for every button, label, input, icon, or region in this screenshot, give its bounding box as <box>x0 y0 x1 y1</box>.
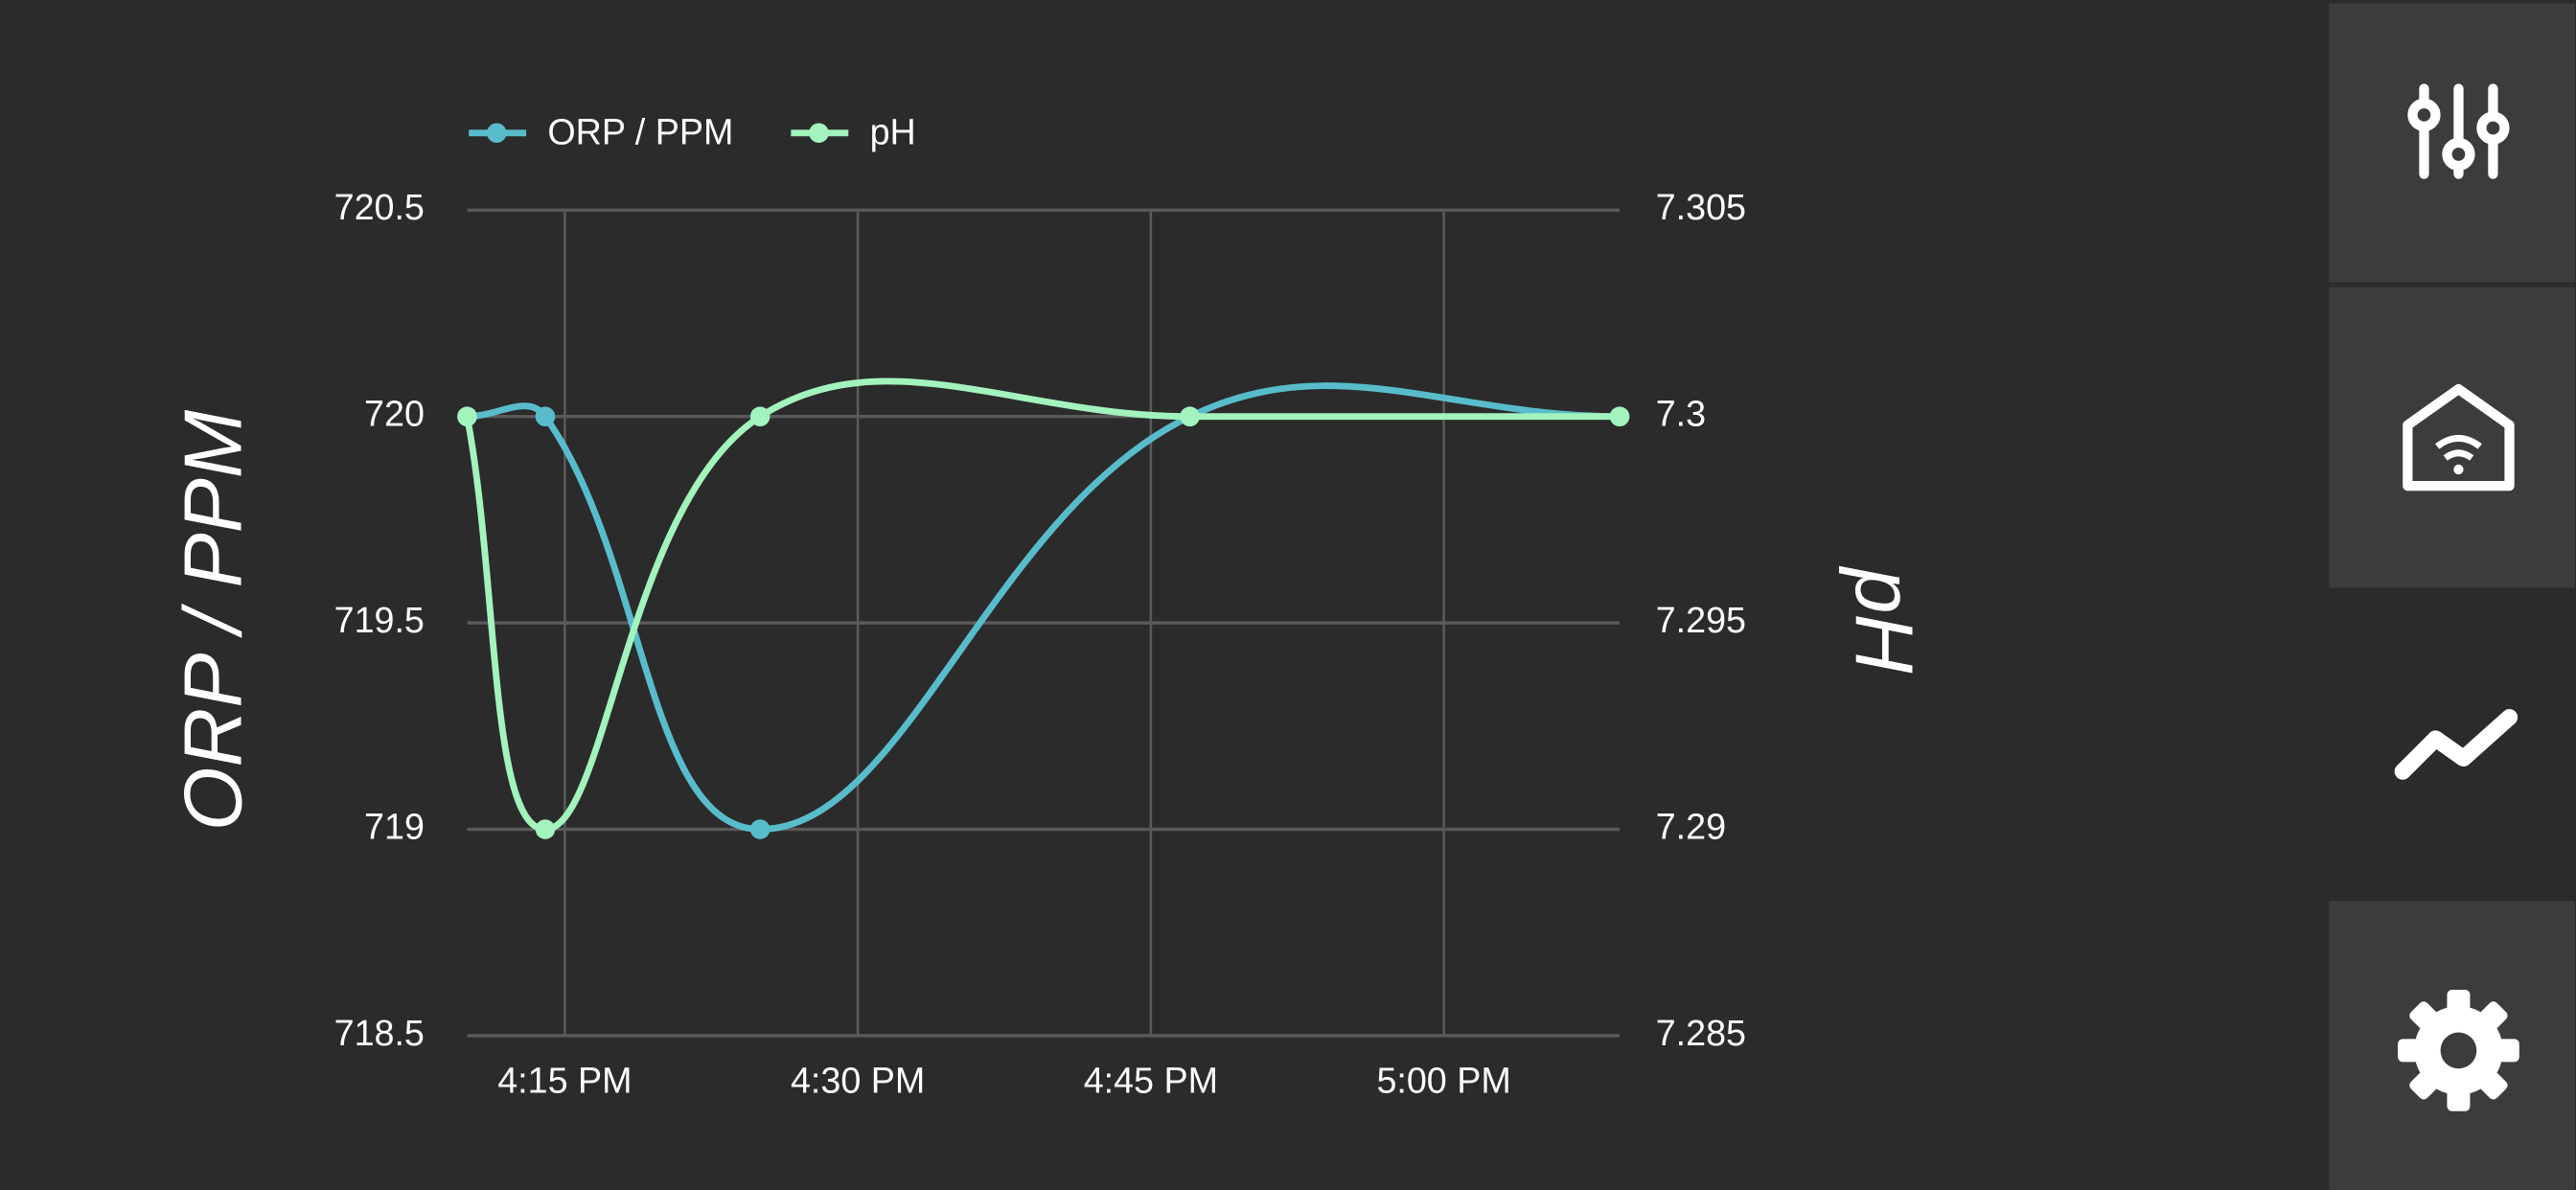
legend-label: ORP / PPM <box>547 111 733 151</box>
y-tick-label: 720.5 <box>334 187 425 227</box>
home-icon <box>2403 383 2515 492</box>
y2-tick-label: 7.3 <box>1656 394 1706 434</box>
y-tick-label: 719 <box>364 806 425 846</box>
y2-axis-title: pH <box>1837 565 1929 674</box>
chart-icon <box>2394 709 2518 780</box>
sidebar <box>2329 0 2576 1190</box>
series-line <box>467 382 1621 833</box>
x-tick-label: 4:30 PM <box>791 1061 925 1101</box>
sliders-icon <box>2407 83 2510 179</box>
chart: 718.5 719 719.5 720 720.5 7.285 7.29 7.295 7.3 7.… <box>334 111 1746 1100</box>
x-tick-label: 4:15 PM <box>497 1061 632 1101</box>
gear-icon <box>2398 990 2519 1111</box>
data-point <box>1180 406 1200 426</box>
legend-label: pH <box>870 111 916 151</box>
x-tick-label: 4:45 PM <box>1084 1061 1218 1101</box>
data-point <box>749 819 770 839</box>
data-point <box>457 406 477 426</box>
legend-marker <box>487 123 507 144</box>
y2-tick-label: 7.29 <box>1656 806 1726 846</box>
y-tick-label: 720 <box>364 394 425 434</box>
data-point <box>535 406 556 426</box>
x-tick-label: 5:00 PM <box>1376 1061 1510 1101</box>
data-point <box>749 406 770 426</box>
data-point <box>535 819 556 839</box>
y-tick-label: 718.5 <box>334 1013 425 1053</box>
y-axis-title: ORP / PPM <box>167 409 259 831</box>
y2-tick-label: 7.305 <box>1656 187 1746 227</box>
legend-marker <box>809 123 829 144</box>
y2-tick-label: 7.295 <box>1656 600 1746 640</box>
y2-tick-label: 7.285 <box>1656 1013 1746 1053</box>
data-point <box>1609 406 1630 426</box>
y-tick-label: 719.5 <box>334 600 425 640</box>
